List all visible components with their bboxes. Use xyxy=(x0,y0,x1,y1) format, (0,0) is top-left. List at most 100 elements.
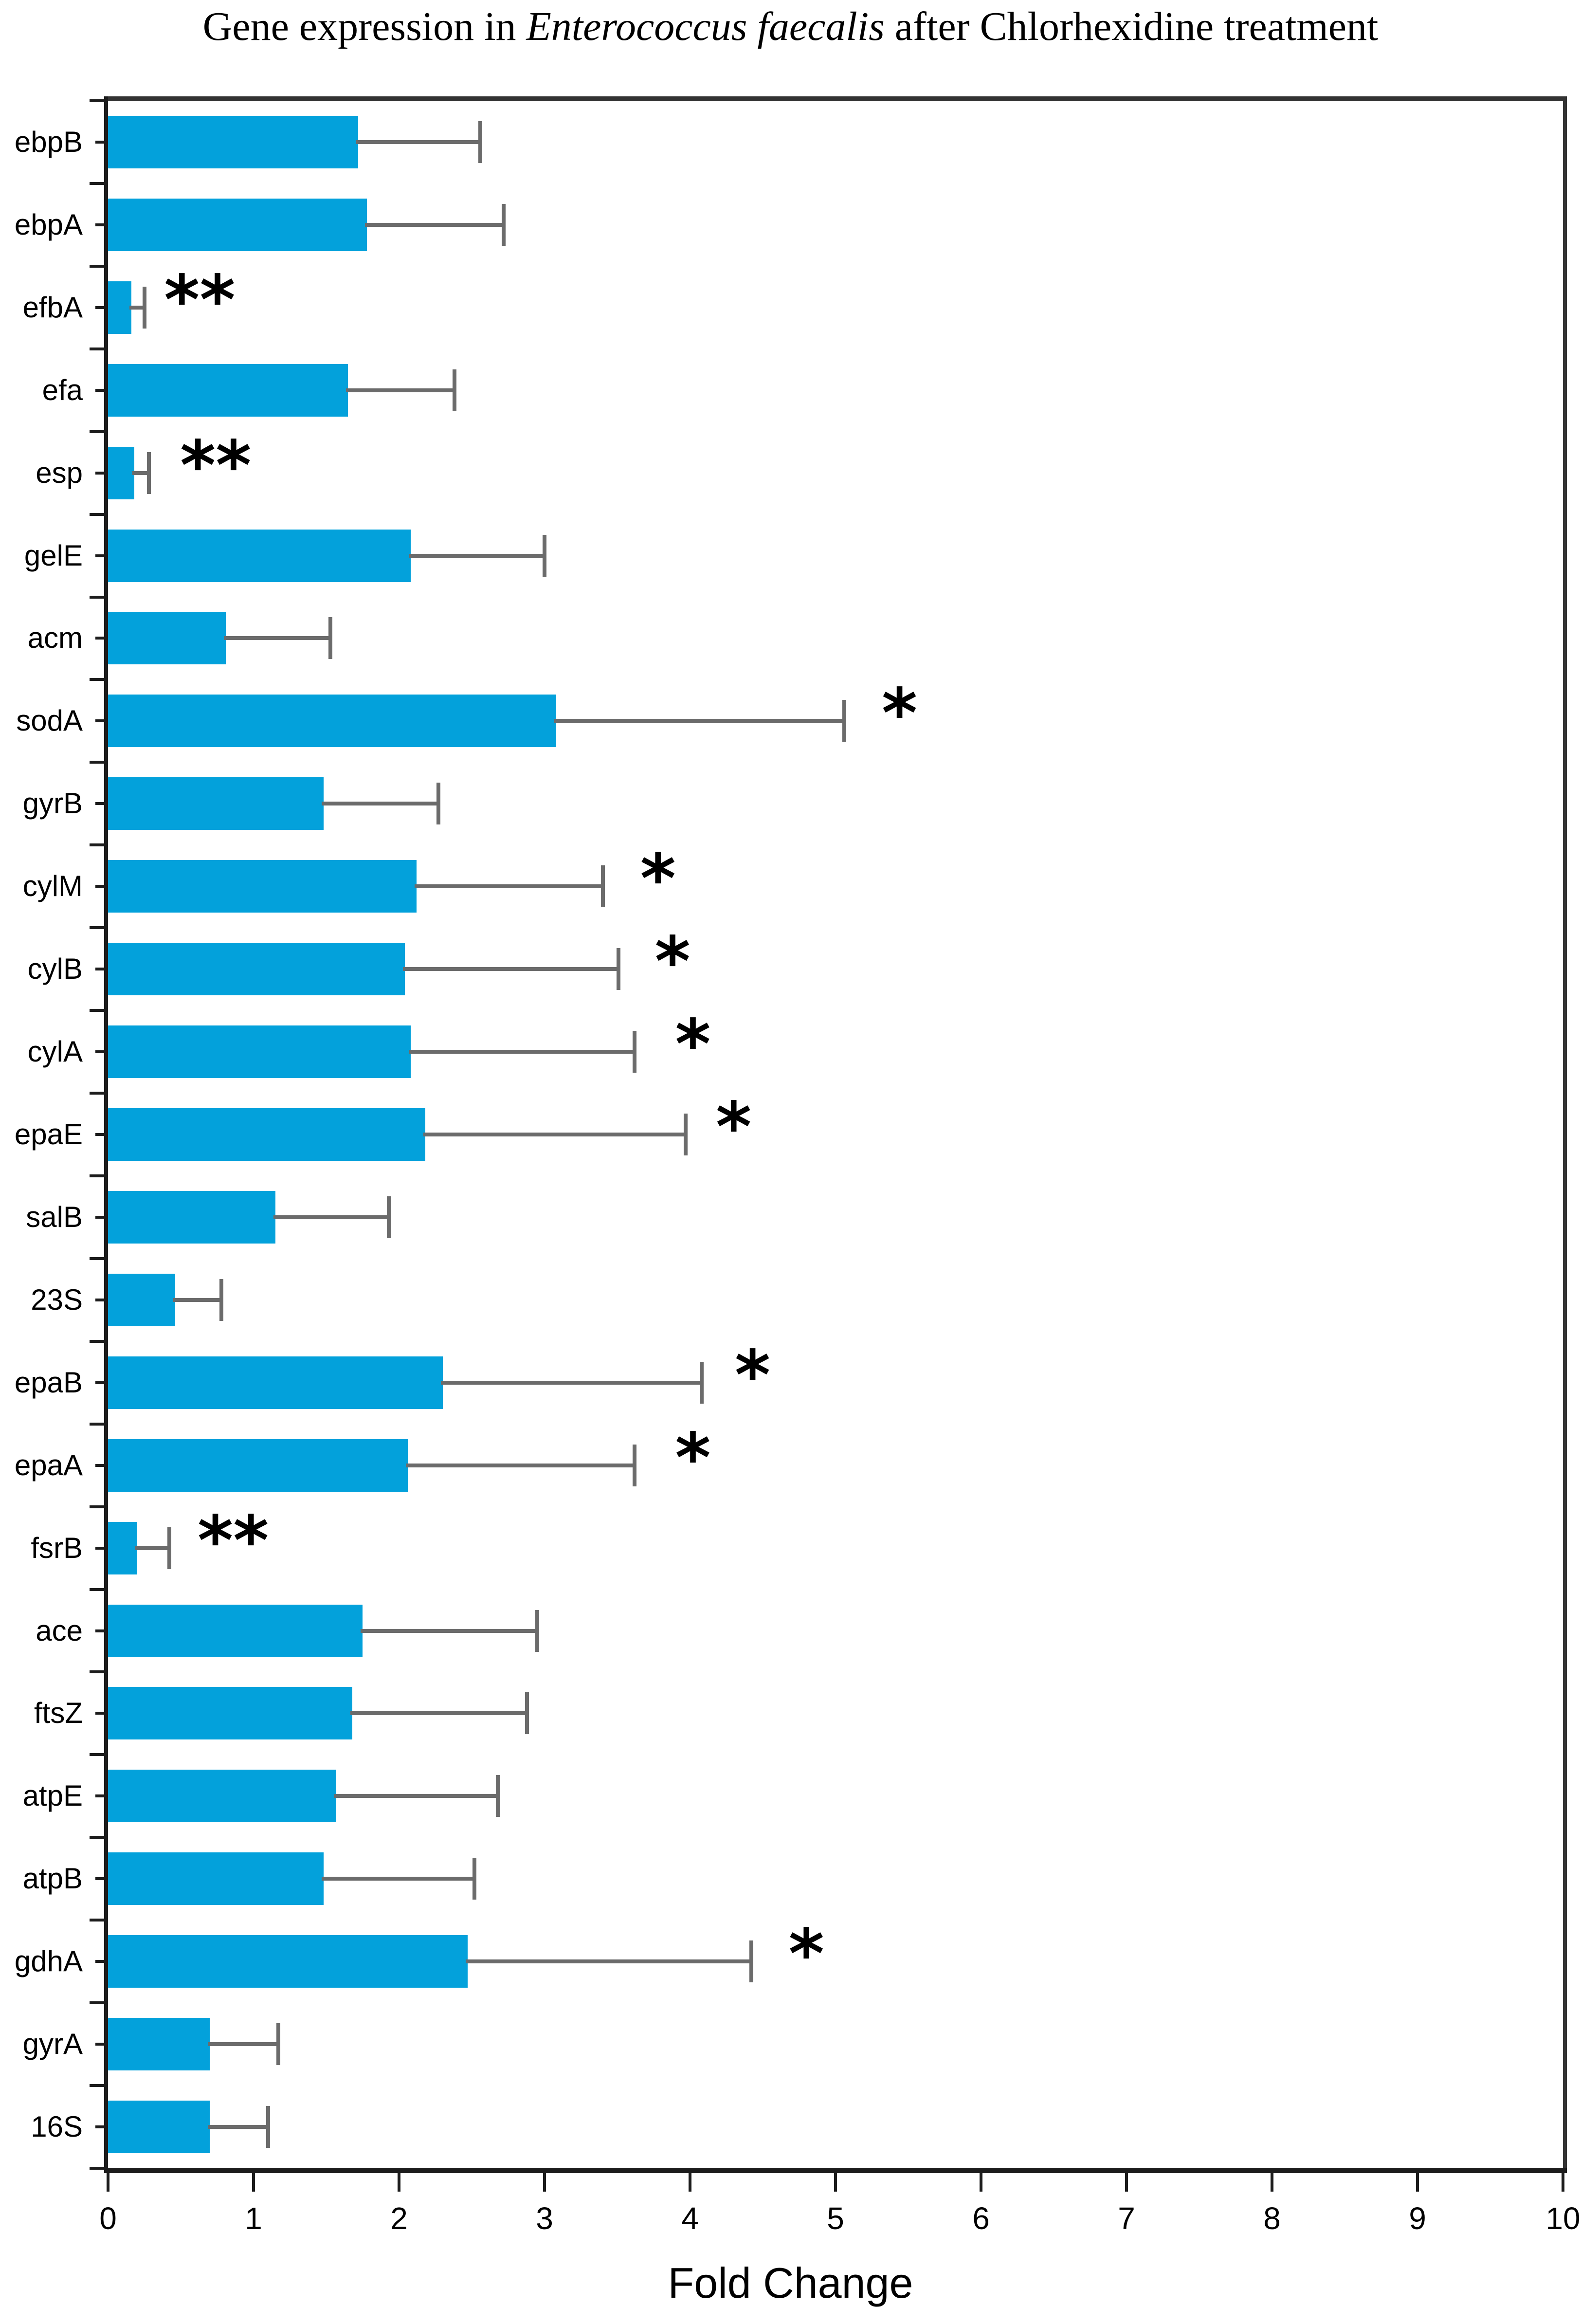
y-axis-center-tick xyxy=(95,1050,104,1054)
y-axis-center-tick xyxy=(95,802,104,805)
error-bar-cap xyxy=(167,1527,171,1569)
y-axis-boundary-tick xyxy=(90,264,104,268)
error-bar xyxy=(414,884,603,889)
error-bar-cap xyxy=(502,203,506,246)
category-label: ace xyxy=(36,1614,83,1647)
x-axis-tick xyxy=(1562,2173,1564,2192)
bar-epaE xyxy=(108,1108,425,1161)
category-label: ftsZ xyxy=(34,1697,83,1730)
y-axis-boundary-tick xyxy=(90,99,104,102)
bar-gyrA xyxy=(108,2018,210,2071)
bar-ebpA xyxy=(108,198,367,251)
error-bar xyxy=(465,1959,751,1964)
y-axis-center-tick xyxy=(95,306,104,309)
category-label: esp xyxy=(36,456,83,489)
bar-cylM xyxy=(108,860,417,913)
y-axis-boundary-tick xyxy=(90,2084,104,2087)
y-axis-center-tick xyxy=(95,2125,104,2129)
y-axis-center-tick xyxy=(95,471,104,475)
y-axis-center-tick xyxy=(95,1794,104,1798)
bar-salB xyxy=(108,1190,275,1244)
x-axis-tick-label: 1 xyxy=(245,2201,262,2236)
error-bar xyxy=(334,1794,498,1798)
error-bar-cap xyxy=(436,783,440,825)
category-label: 16S xyxy=(31,2110,83,2143)
x-axis-tick xyxy=(543,2173,546,2192)
error-bar xyxy=(129,305,145,310)
error-bar-cap xyxy=(472,1858,477,1900)
bar-gyrB xyxy=(108,777,324,830)
error-bar-cap xyxy=(266,2106,270,2148)
error-bar xyxy=(402,967,619,971)
category-label: 23S xyxy=(31,1283,83,1316)
bar-esp xyxy=(108,446,134,499)
y-axis-boundary-tick xyxy=(90,595,104,599)
error-bar xyxy=(554,719,844,723)
bar-atpB xyxy=(108,1852,324,1905)
category-label: efa xyxy=(42,373,83,406)
x-axis-tick-label: 6 xyxy=(972,2201,990,2236)
bar-epaB xyxy=(108,1356,443,1409)
error-bar xyxy=(321,1877,475,1881)
error-bar xyxy=(135,1546,169,1550)
error-bar-cap xyxy=(699,1361,704,1404)
y-axis-boundary-tick xyxy=(90,1670,104,1674)
category-label: gyrB xyxy=(22,787,83,820)
x-axis-tick-label: 10 xyxy=(1545,2201,1581,2236)
error-bar xyxy=(224,636,331,640)
category-label: atpE xyxy=(22,1779,83,1812)
x-axis-tick xyxy=(107,2173,109,2192)
error-bar-cap xyxy=(535,1610,540,1652)
y-axis-center-tick xyxy=(95,223,104,226)
category-label: atpB xyxy=(22,1862,83,1895)
category-label: gyrA xyxy=(22,2028,83,2061)
x-axis-tick-label: 4 xyxy=(681,2201,699,2236)
x-axis-title: Fold Change xyxy=(668,2259,913,2307)
y-axis-center-tick xyxy=(95,554,104,557)
error-bar xyxy=(173,1298,222,1302)
error-bar xyxy=(350,1711,527,1716)
error-bar xyxy=(365,222,504,227)
chart-title-suffix: after Chlorhexidine treatment xyxy=(884,4,1379,49)
y-axis-center-tick xyxy=(95,968,104,971)
x-axis-tick-label: 3 xyxy=(536,2201,553,2236)
category-label: ebpB xyxy=(14,125,83,158)
error-bar xyxy=(405,1463,635,1467)
category-label: gdhA xyxy=(14,1945,83,1978)
chart-title-species: Enterococcus faecalis xyxy=(526,4,885,49)
error-bar xyxy=(132,471,149,475)
bar-16S xyxy=(108,2101,210,2154)
y-axis-boundary-tick xyxy=(90,347,104,350)
error-bar-cap xyxy=(328,617,333,659)
y-axis-boundary-tick xyxy=(90,1753,104,1757)
y-axis-boundary-tick xyxy=(90,512,104,516)
x-axis-tick xyxy=(834,2173,837,2192)
y-axis-boundary-tick xyxy=(90,1836,104,1839)
error-bar xyxy=(321,802,438,806)
y-axis-boundary-tick xyxy=(90,1422,104,1426)
bar-ftsZ xyxy=(108,1687,353,1740)
x-axis-tick xyxy=(980,2173,982,2192)
y-axis-center-tick xyxy=(95,1712,104,1715)
y-axis-center-tick xyxy=(95,1133,104,1136)
bar-epaA xyxy=(108,1439,408,1492)
category-label: cylB xyxy=(27,952,83,986)
y-axis-boundary-tick xyxy=(90,678,104,681)
x-axis-tick-label: 9 xyxy=(1409,2201,1426,2236)
error-bar-cap xyxy=(525,1692,529,1735)
y-axis-boundary-tick xyxy=(90,761,104,764)
category-label: acm xyxy=(27,622,83,655)
y-axis-center-tick xyxy=(95,885,104,888)
y-axis-center-tick xyxy=(95,719,104,723)
category-label: gelE xyxy=(24,539,83,572)
y-axis-boundary-tick xyxy=(90,1919,104,1922)
error-bar-cap xyxy=(276,2023,280,2066)
x-axis-tick xyxy=(252,2173,255,2192)
error-bar-cap xyxy=(749,1940,753,1983)
y-axis-boundary-tick xyxy=(90,1505,104,1508)
y-axis-center-tick xyxy=(95,1629,104,1632)
y-axis-boundary-tick xyxy=(90,1009,104,1012)
y-axis-boundary-tick xyxy=(90,1257,104,1260)
error-bar xyxy=(440,1380,702,1385)
